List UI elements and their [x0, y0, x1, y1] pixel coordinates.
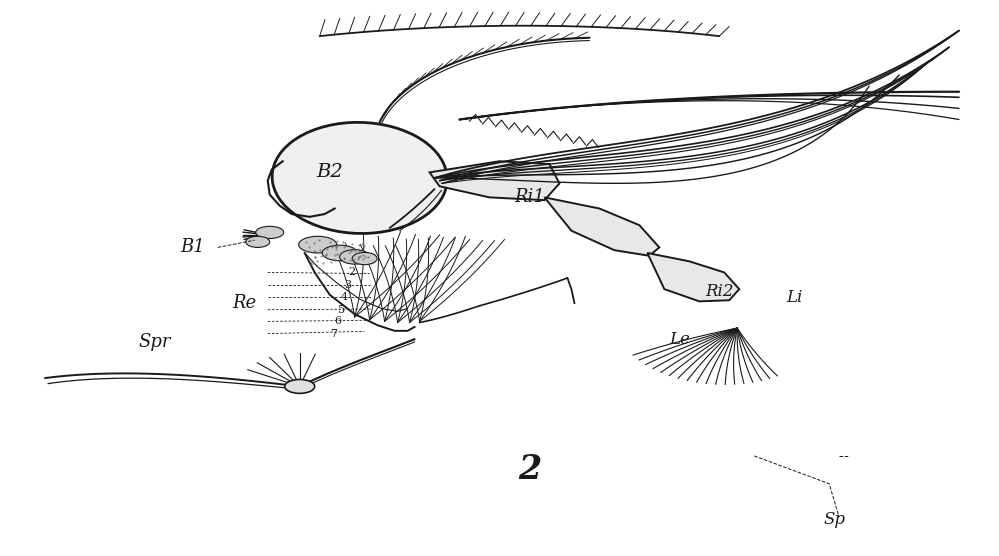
Text: B1: B1: [181, 239, 205, 256]
Text: B2: B2: [317, 163, 343, 181]
Polygon shape: [544, 197, 659, 256]
Ellipse shape: [272, 122, 448, 234]
Text: 3: 3: [344, 280, 352, 290]
Text: Spr: Spr: [139, 333, 171, 351]
Text: Re: Re: [233, 294, 257, 312]
Polygon shape: [430, 161, 559, 200]
Ellipse shape: [285, 380, 315, 394]
Text: Sp: Sp: [823, 512, 845, 528]
Ellipse shape: [299, 236, 337, 253]
Polygon shape: [647, 253, 739, 301]
Text: 6: 6: [334, 316, 342, 326]
Ellipse shape: [340, 250, 370, 264]
Text: 5: 5: [338, 305, 346, 315]
Text: 2: 2: [348, 267, 356, 277]
Ellipse shape: [322, 245, 358, 261]
Text: 2: 2: [517, 453, 541, 486]
Text: 7: 7: [330, 329, 338, 339]
Ellipse shape: [256, 226, 284, 239]
Text: 4: 4: [341, 292, 349, 302]
Text: Ri1: Ri1: [514, 188, 544, 206]
Text: Ri2: Ri2: [705, 284, 733, 300]
Text: Le: Le: [669, 331, 689, 348]
Text: Li: Li: [786, 289, 802, 306]
Ellipse shape: [246, 236, 270, 247]
Ellipse shape: [352, 252, 378, 265]
